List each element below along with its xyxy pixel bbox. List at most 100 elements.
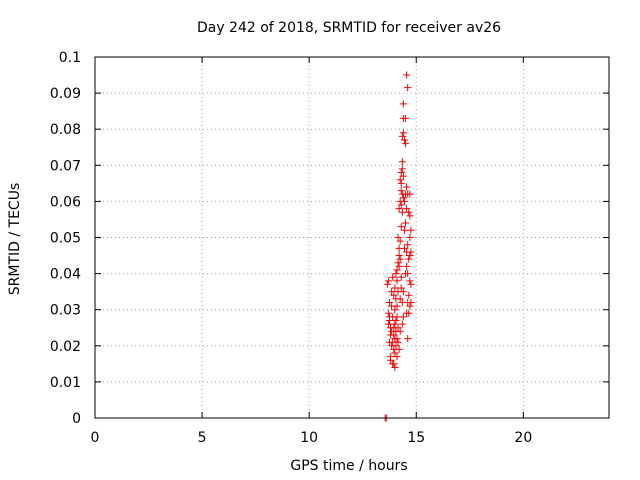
- data-point: [400, 197, 408, 205]
- data-point: [384, 309, 392, 317]
- data-point: [393, 266, 401, 274]
- data-point: [392, 317, 400, 325]
- y-tick-label: 0.03: [50, 303, 81, 319]
- data-point: [399, 172, 407, 180]
- data-point: [391, 349, 399, 357]
- data-point: [405, 208, 413, 216]
- data-point: [407, 298, 415, 306]
- data-point: [393, 313, 401, 321]
- data-point: [394, 234, 402, 241]
- data-point: [396, 327, 404, 335]
- data-point: [390, 291, 398, 299]
- data-point: [390, 360, 398, 368]
- y-tick-label: 0.09: [50, 86, 81, 102]
- data-point: [384, 320, 392, 328]
- x-tick-label: 5: [198, 430, 207, 446]
- data-point: [403, 205, 411, 213]
- data-point: [397, 273, 405, 281]
- data-point: [397, 284, 405, 292]
- data-point: [390, 331, 398, 339]
- data-point: [405, 255, 413, 263]
- data-point: [396, 176, 404, 184]
- data-point: [397, 223, 405, 231]
- y-tick-label: 0.04: [50, 267, 81, 283]
- data-point: [395, 252, 403, 260]
- data-point: [406, 252, 414, 260]
- data-point: [399, 100, 407, 108]
- data-point: [398, 158, 406, 166]
- data-point: [405, 309, 413, 317]
- data-point: [391, 320, 399, 328]
- data-point: [393, 302, 401, 310]
- data-point: [392, 342, 400, 350]
- y-tick-labels: 0 0.01 0.02 0.03 0.04 0.05 0.06 0.07 0.08 0.09 0.1: [50, 50, 81, 427]
- data-point: [406, 190, 414, 198]
- x-tick-label: 10: [300, 430, 318, 446]
- data-point: [394, 324, 402, 332]
- data-point: [406, 277, 414, 285]
- chart-title: Day 242 of 2018, SRMTID for receiver av2…: [197, 20, 501, 36]
- data-point: [397, 187, 405, 195]
- x-axis-title: GPS time / hours: [290, 458, 407, 474]
- y-tick-label: 0.02: [50, 339, 81, 355]
- data-point: [384, 277, 392, 285]
- axis-ticks: [94, 56, 609, 419]
- y-tick-label: 0.06: [50, 194, 81, 210]
- data-point: [396, 255, 404, 263]
- data-point: [406, 234, 414, 241]
- x-tick-label: 0: [91, 430, 100, 446]
- data-point: [406, 302, 414, 310]
- data-point: [393, 353, 401, 361]
- data-point: [398, 165, 406, 173]
- data-point: [394, 338, 402, 346]
- y-tick-label: 0: [72, 411, 81, 427]
- data-point: [400, 226, 408, 234]
- data-point: [385, 298, 393, 306]
- data-point: [388, 288, 396, 296]
- data-point: [391, 363, 399, 371]
- data-point: [398, 298, 406, 306]
- data-point: [397, 179, 405, 187]
- data-point: [405, 291, 413, 299]
- data-point: [407, 226, 415, 234]
- data-point: [387, 356, 395, 364]
- data-point: [394, 259, 402, 267]
- data-point: [398, 320, 406, 328]
- data-point: [404, 335, 412, 343]
- data-point: [396, 237, 404, 245]
- data-point: [399, 129, 407, 137]
- y-tick-label: 0.05: [50, 231, 81, 247]
- data-point: [395, 205, 403, 213]
- data-point: [400, 136, 408, 144]
- y-tick-label: 0.07: [50, 158, 81, 174]
- data-point: [404, 241, 412, 249]
- data-point: [397, 201, 405, 209]
- data-point: [400, 244, 408, 252]
- data-point: [389, 273, 397, 281]
- data-point: [398, 208, 406, 216]
- y-tick-label: 0.1: [59, 50, 81, 66]
- x-tick-labels: 0 5 10 15 20: [91, 430, 533, 446]
- data-point: [396, 295, 404, 303]
- data-point: [407, 280, 415, 288]
- data-point: [403, 183, 411, 191]
- data-point: [397, 169, 405, 177]
- y-tick-label: 0.08: [50, 122, 81, 138]
- data-point: [385, 313, 393, 321]
- data-point: [391, 284, 399, 292]
- data-point: [393, 335, 401, 343]
- data-point: [404, 84, 412, 92]
- y-tick-label: 0.01: [50, 375, 81, 391]
- data-point: [395, 262, 403, 270]
- data-point: [391, 306, 399, 314]
- data-point: [399, 194, 407, 202]
- data-point: [402, 140, 410, 148]
- data-point: [403, 71, 411, 79]
- x-tick-label: 20: [514, 430, 532, 446]
- y-axis-title: SRMTID / TECUs: [7, 183, 23, 296]
- data-point: [388, 327, 396, 335]
- grid-lines: [95, 57, 609, 418]
- data-point: [402, 219, 410, 227]
